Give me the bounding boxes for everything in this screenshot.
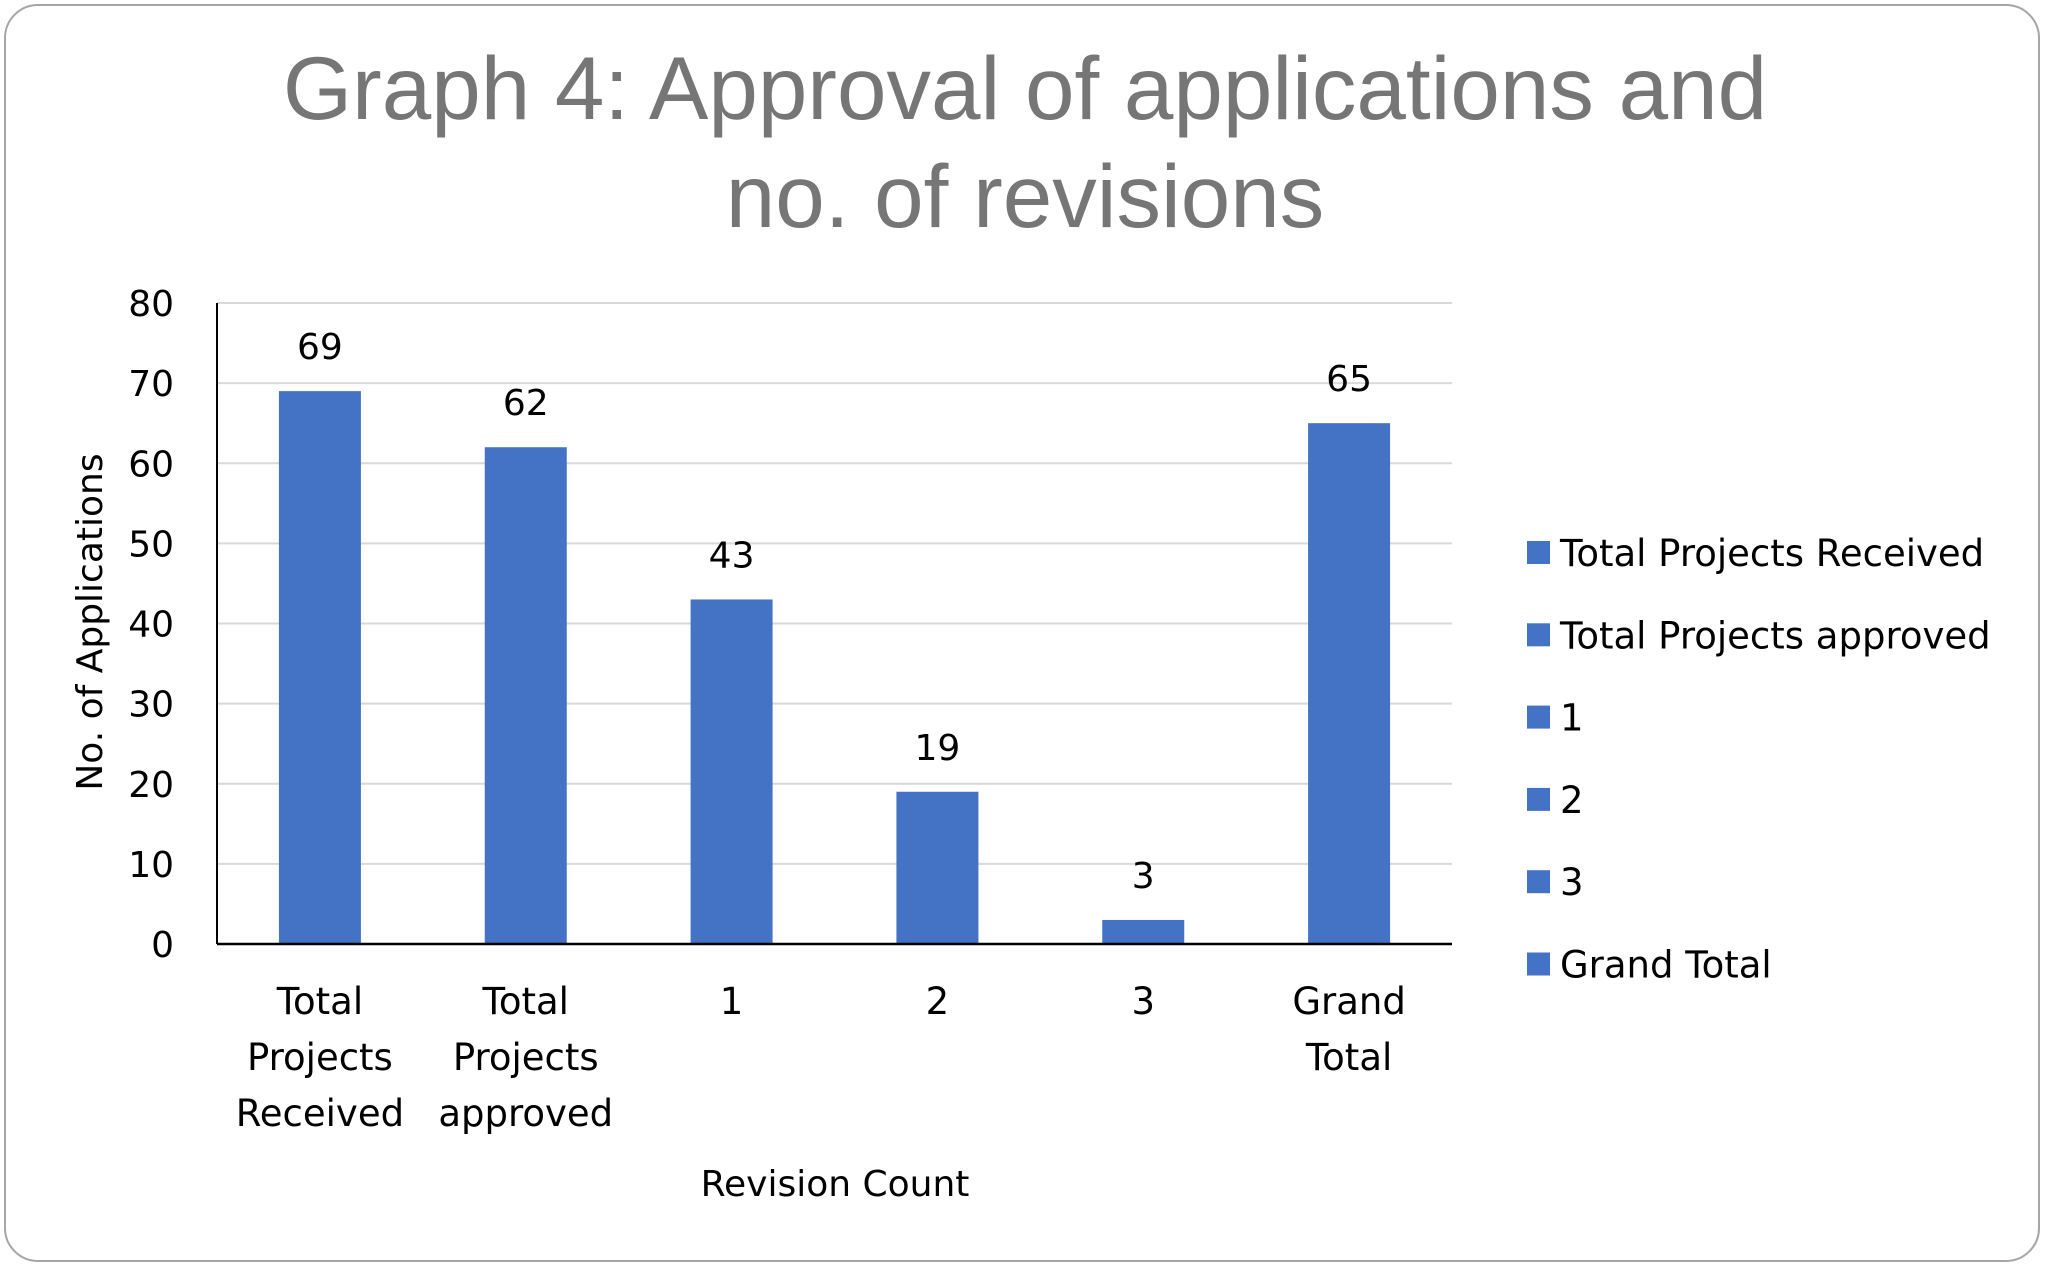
bar xyxy=(690,599,773,944)
axes xyxy=(216,303,1452,946)
legend-swatch xyxy=(1527,952,1550,976)
x-tick-label: 1 xyxy=(720,980,744,1023)
bars xyxy=(278,391,1391,944)
data-label: 65 xyxy=(1326,359,1372,400)
x-tick-label: Grand xyxy=(1292,980,1406,1023)
data-label: 43 xyxy=(709,535,755,576)
x-tick-label: Projects xyxy=(247,1036,393,1079)
y-tick-label: 20 xyxy=(128,765,174,806)
data-label: 69 xyxy=(297,327,343,368)
legend-label: Total Projects approved xyxy=(1559,614,1991,657)
y-tick-label: 80 xyxy=(128,284,174,325)
chart-title-line-2: no. of revisions xyxy=(726,146,1325,246)
legend: Total Projects Received Total Projects ap… xyxy=(1527,532,1991,987)
y-tick-labels: 0 10 20 30 40 50 60 70 80 xyxy=(128,284,174,966)
y-tick-label: 40 xyxy=(128,605,174,646)
legend-label: 1 xyxy=(1560,697,1584,740)
data-label: 62 xyxy=(503,383,549,424)
y-tick-label: 70 xyxy=(128,364,174,405)
bar xyxy=(896,791,979,944)
y-tick-label: 0 xyxy=(151,925,174,966)
x-tick-label: Total xyxy=(482,980,569,1023)
data-labels: 69 62 43 19 3 65 xyxy=(297,327,1372,897)
x-tick-label: Total xyxy=(276,980,363,1023)
x-tick-label: Total xyxy=(1305,1036,1392,1079)
legend-label: 2 xyxy=(1560,779,1584,822)
y-tick-label: 60 xyxy=(128,444,174,485)
legend-swatch xyxy=(1527,870,1550,894)
legend-swatch xyxy=(1527,705,1550,729)
x-tick-label: 2 xyxy=(926,980,950,1023)
gridlines xyxy=(217,302,1452,865)
bar xyxy=(484,447,567,944)
legend-swatch xyxy=(1527,623,1550,647)
legend-swatch xyxy=(1527,541,1550,564)
bar xyxy=(1102,919,1185,944)
bar xyxy=(278,391,361,944)
y-tick-label: 30 xyxy=(128,685,174,726)
legend-swatch xyxy=(1527,787,1550,811)
bar xyxy=(1308,423,1391,944)
x-tick-label: Received xyxy=(236,1092,404,1135)
x-axis-title: Revision Count xyxy=(701,1164,970,1205)
x-tick-label: Projects xyxy=(453,1036,599,1079)
x-tick-labels: Total Projects Received Total Projects approv… xyxy=(236,980,1406,1135)
chart-title-line-1: Graph 4: Approval of applications and xyxy=(283,38,1767,138)
data-label: 3 xyxy=(1132,856,1155,897)
legend-label: 3 xyxy=(1560,861,1584,904)
y-tick-label: 10 xyxy=(128,845,174,886)
legend-label: Grand Total xyxy=(1560,944,1772,987)
x-tick-label: approved xyxy=(438,1092,613,1135)
chart-title: Graph 4: Approval of applications and no… xyxy=(283,38,1767,246)
legend-label: Total Projects Received xyxy=(1559,532,1984,575)
data-label: 19 xyxy=(915,728,961,769)
y-axis-title: No. of Applications xyxy=(70,453,111,790)
y-tick-label: 50 xyxy=(128,524,174,565)
x-tick-label: 3 xyxy=(1131,980,1155,1023)
